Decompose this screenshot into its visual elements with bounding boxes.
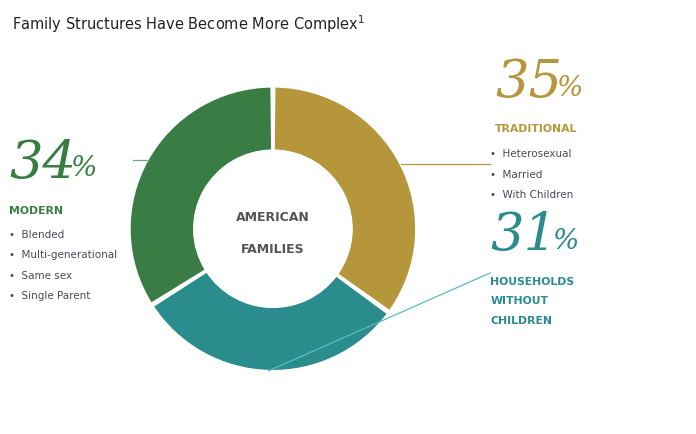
Text: Family Structures Have Become More Complex$^{1}$: Family Structures Have Become More Compl…	[12, 13, 365, 35]
Wedge shape	[274, 87, 416, 312]
Text: •  Single Parent: • Single Parent	[9, 291, 90, 301]
Text: WITHOUT: WITHOUT	[490, 296, 548, 306]
Text: %: %	[72, 155, 97, 182]
Text: •  Blended: • Blended	[9, 229, 64, 239]
Text: MODERN: MODERN	[9, 206, 63, 216]
Text: 34: 34	[9, 137, 76, 188]
Text: •  With Children: • With Children	[490, 190, 574, 200]
Wedge shape	[152, 272, 388, 371]
Text: TRADITIONAL: TRADITIONAL	[496, 123, 578, 133]
Text: •  Same sex: • Same sex	[9, 270, 72, 280]
Text: AMERICAN: AMERICAN	[236, 210, 310, 223]
Text: 31: 31	[490, 210, 557, 260]
Text: %: %	[557, 75, 584, 102]
Text: CHILDREN: CHILDREN	[490, 315, 552, 325]
Text: •  Multi-generational: • Multi-generational	[9, 250, 117, 260]
Text: HOUSEHOLDS: HOUSEHOLDS	[490, 276, 574, 286]
Text: 35: 35	[496, 57, 562, 108]
Wedge shape	[129, 87, 272, 304]
Text: •  Heterosexual: • Heterosexual	[490, 149, 572, 159]
Text: •  Married: • Married	[490, 169, 543, 179]
Circle shape	[194, 151, 351, 307]
Text: %: %	[553, 227, 579, 254]
Text: FAMILIES: FAMILIES	[241, 242, 305, 255]
